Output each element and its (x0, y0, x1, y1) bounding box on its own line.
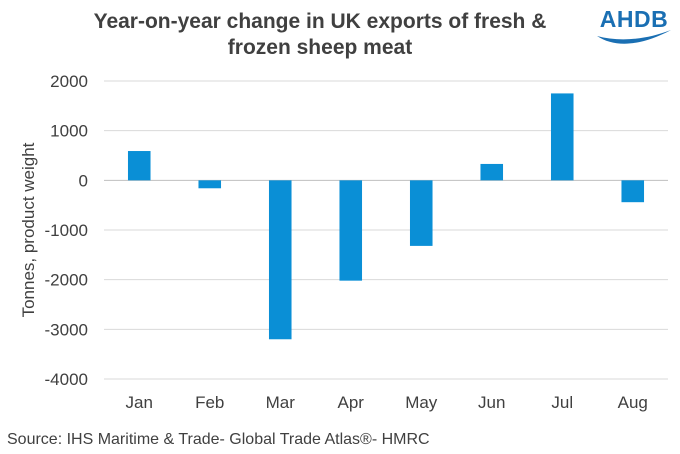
bar-jun (480, 163, 504, 181)
y-tick-label: 2000 (50, 72, 88, 91)
logo-text: AHDB (599, 6, 669, 32)
ahdb-logo: AHDB (593, 6, 675, 48)
bar-aug (621, 180, 645, 203)
bars (127, 93, 645, 340)
x-tick-label: Mar (266, 393, 296, 412)
bar-chart: 2000 1000 0 -1000 -2000 -3000 -4000 Jan Feb Mar A… (19, 72, 668, 412)
y-tick-label: -1000 (45, 221, 88, 240)
bar-jan (127, 151, 151, 181)
bar-apr (339, 180, 363, 281)
y-axis-ticks: 2000 1000 0 -1000 -2000 -3000 -4000 (45, 72, 88, 389)
y-tick-label: 0 (79, 171, 88, 190)
y-tick-label: 1000 (50, 122, 88, 141)
bar-feb (198, 180, 222, 189)
bar-may (409, 180, 433, 246)
wave-swoosh-icon (597, 30, 671, 44)
x-tick-label: May (405, 393, 438, 412)
bar-mar (268, 180, 292, 340)
y-tick-label: -2000 (45, 271, 88, 290)
x-tick-label: Aug (618, 393, 648, 412)
chart-title: Year-on-year change in UK exports of fre… (93, 10, 547, 59)
y-tick-label: -3000 (45, 320, 88, 339)
x-tick-label: Jun (478, 393, 505, 412)
x-tick-label: Feb (195, 393, 224, 412)
x-tick-label: Jan (126, 393, 153, 412)
y-axis-label: Tonnes, product weight (19, 142, 38, 317)
x-tick-label: Apr (338, 393, 365, 412)
bar-jul (550, 93, 574, 181)
x-axis-ticks: Jan Feb Mar Apr May Jun Jul Aug (126, 393, 648, 412)
x-tick-label: Jul (551, 393, 573, 412)
y-tick-label: -4000 (45, 370, 88, 389)
source-note: Source: IHS Maritime & Trade- Global Tra… (7, 431, 430, 448)
gridlines (104, 80, 668, 380)
